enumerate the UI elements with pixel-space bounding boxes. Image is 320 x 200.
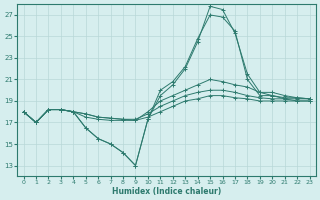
X-axis label: Humidex (Indice chaleur): Humidex (Indice chaleur)	[112, 187, 221, 196]
